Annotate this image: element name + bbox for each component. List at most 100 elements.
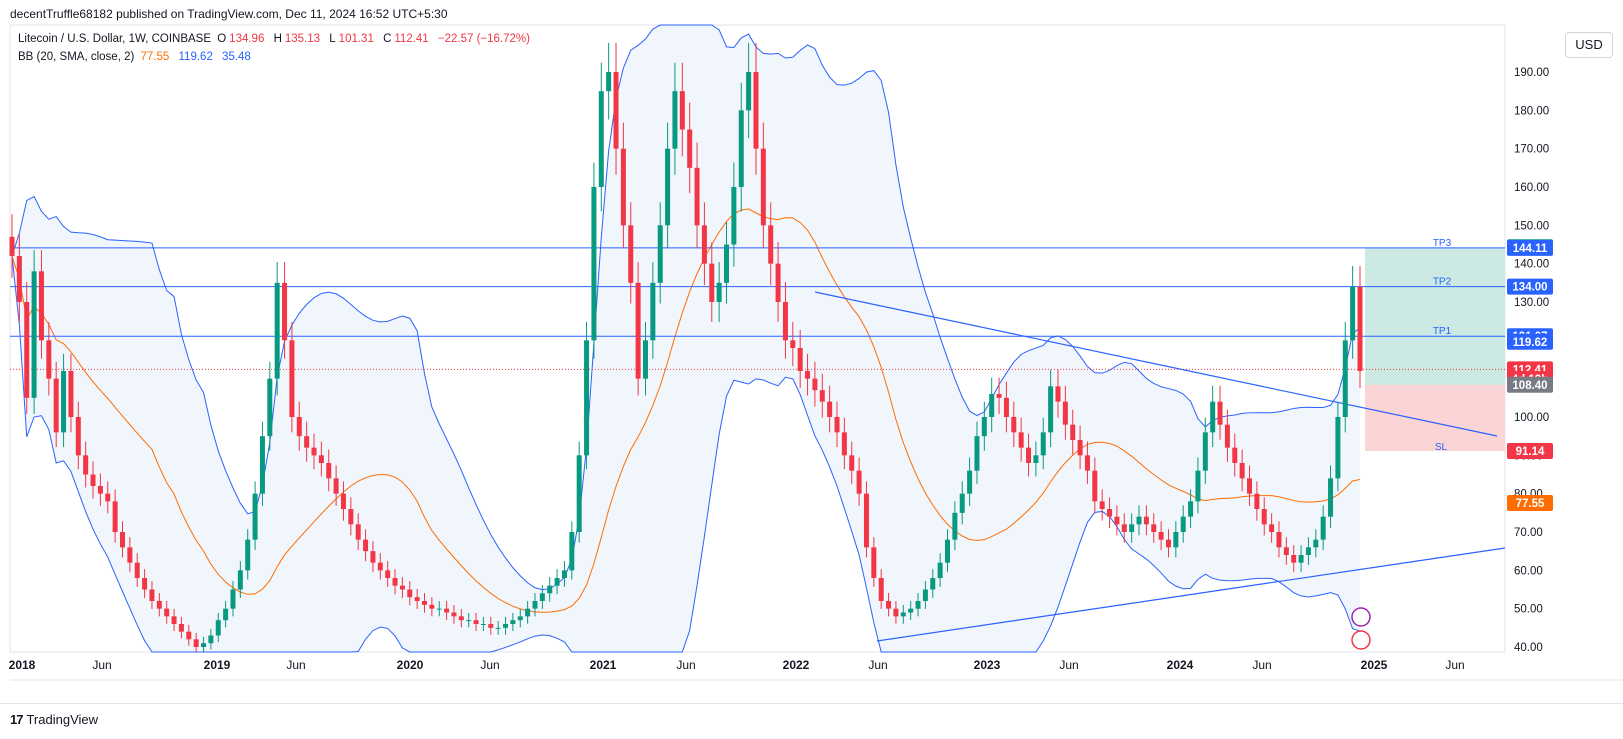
x-tick-label: 2018 [9, 658, 36, 672]
y-tick-label: 140.00 [1514, 259, 1549, 271]
candle-body [436, 608, 442, 610]
candle-body [1232, 447, 1238, 463]
candle-body [694, 167, 700, 226]
candle-body [208, 635, 214, 644]
x-tick-label: Jun [1059, 658, 1078, 672]
candle-body [31, 271, 37, 398]
candle-body [429, 604, 435, 609]
candle-body [576, 455, 582, 532]
candle-body [1011, 417, 1017, 433]
candle-body [731, 187, 737, 245]
candle-body [1335, 417, 1341, 479]
candle-body [1269, 524, 1275, 532]
candle-body [385, 570, 391, 578]
candle-body [510, 620, 516, 624]
candle-body [215, 620, 221, 636]
bb-basis-value: 77.55 [140, 51, 170, 63]
bb-upper-line [11, 24, 1361, 591]
candle-body [782, 302, 788, 341]
candle-body [1026, 447, 1032, 463]
candle-body [827, 401, 833, 417]
publisher-line: decentTruffle68182 published on TradingV… [10, 7, 448, 21]
x-tick-label: Jun [480, 658, 499, 672]
descending-trendline [814, 291, 1498, 437]
candle-body [981, 417, 987, 437]
candle-body [1062, 401, 1068, 425]
candle-body [959, 493, 965, 513]
candle-body [952, 512, 958, 540]
candle-body [333, 478, 339, 494]
candle-body [996, 394, 1002, 398]
candle-body [422, 601, 428, 605]
target-zone [1365, 247, 1505, 385]
candle-body [1173, 532, 1179, 548]
candle-body [68, 371, 74, 417]
candle-body [97, 486, 103, 494]
candle-body [75, 417, 81, 456]
candle-body [340, 493, 346, 509]
flash-event-icon [1351, 607, 1371, 627]
candle-body [657, 225, 663, 283]
candle-body [370, 551, 376, 563]
y-tick-label: 60.00 [1514, 565, 1543, 577]
footer: 17 TradingView [10, 712, 98, 727]
footer-brand[interactable]: TradingView [26, 712, 99, 727]
y-tick-label: 40.00 [1514, 642, 1543, 654]
candle-body [547, 585, 553, 594]
candle-body [1239, 463, 1245, 479]
candle-body [937, 562, 943, 578]
x-tick-label: Jun [868, 658, 887, 672]
x-tick-label: 2022 [783, 658, 810, 672]
candle-body [650, 282, 656, 341]
candle-body [134, 562, 140, 578]
price-chart[interactable]: SLTP3TP2TP140.0050.0060.0070.0080.0090.0… [0, 0, 1623, 700]
candle-body [1195, 470, 1201, 502]
price-label: 91.14 [1516, 446, 1545, 458]
candle-body [9, 236, 15, 256]
candle-body [584, 340, 590, 456]
x-tick-label: 2024 [1167, 658, 1194, 672]
currency-button[interactable]: USD [1565, 32, 1613, 58]
candle-body [738, 110, 744, 187]
candle-body [201, 643, 207, 647]
candle-body [974, 436, 980, 471]
candle-body [1224, 424, 1230, 448]
candle-body [164, 608, 170, 617]
candle-body [1247, 478, 1253, 494]
candle-body [1099, 501, 1105, 509]
candle-body [473, 620, 479, 624]
high-value: 135.13 [284, 33, 321, 45]
candle-body [768, 225, 774, 264]
candle-body [716, 282, 722, 302]
stop-loss-label: SL [1435, 442, 1448, 453]
candle-body [495, 627, 501, 629]
x-tick-label: 2023 [974, 658, 1001, 672]
candle-body [753, 72, 759, 149]
candle-body [1107, 509, 1113, 517]
y-tick-label: 70.00 [1514, 527, 1543, 539]
price-label-box [1507, 239, 1553, 256]
candle-body [274, 282, 280, 379]
x-tick-label: 2021 [590, 658, 617, 672]
candle-body [1328, 478, 1334, 517]
bb-label: BB (20, SMA, close, 2) [18, 51, 135, 63]
candle-body [1143, 516, 1149, 525]
level-label: TP3 [1433, 238, 1452, 249]
candle-body [805, 371, 811, 379]
candle-body [363, 539, 369, 552]
bb-legend: BB (20, SMA, close, 2) 77.55 119.62 35.4… [18, 51, 257, 63]
candle-body [812, 378, 818, 391]
candle-body [1129, 524, 1135, 532]
candle-body [790, 340, 796, 348]
low-value: 101.31 [338, 33, 374, 45]
candle-body [178, 624, 184, 632]
candle-body [856, 470, 862, 494]
candle-body [620, 148, 626, 226]
candle-body [871, 547, 877, 578]
price-label-box [1507, 333, 1553, 350]
y-tick-label: 150.00 [1514, 220, 1549, 232]
candle-body [591, 187, 597, 341]
candle-body [1121, 524, 1127, 532]
candle-body [893, 608, 899, 617]
candle-body [1188, 501, 1194, 517]
